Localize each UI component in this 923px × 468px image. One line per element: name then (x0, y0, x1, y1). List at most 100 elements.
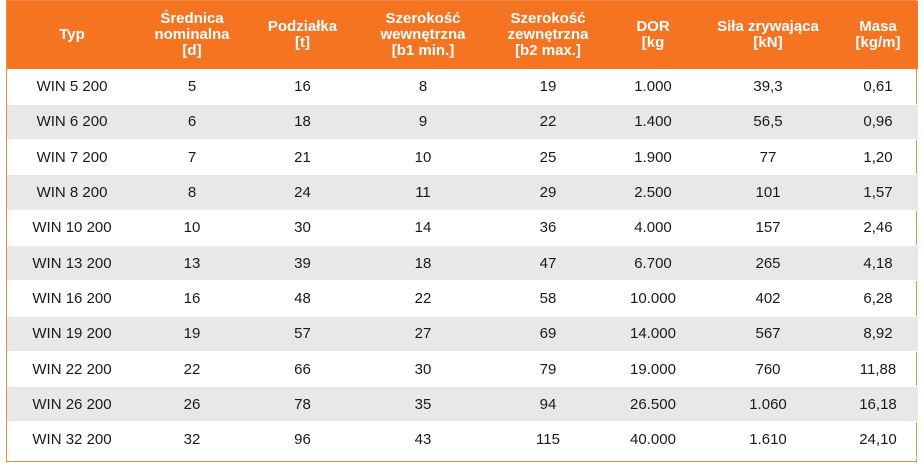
chain-spec-table: Typ Średnica nominalna [d] Podziałka [t]… (7, 1, 918, 458)
cell-mass: 24,10 (838, 421, 918, 458)
header-inner-width: Szerokość wewnętrzna [b1 min.] (358, 1, 488, 69)
cell-mass: 8,92 (838, 316, 918, 352)
cell-type: WIN 16 200 (7, 280, 137, 317)
cell-mass: 16,18 (838, 386, 918, 423)
cell-breaking-force: 101 (698, 174, 838, 211)
cell-nominal-diameter: 6 (137, 104, 247, 141)
header-wll: DOR [kg (608, 1, 698, 69)
cell-breaking-force: 760 (698, 351, 838, 388)
cell-type: WIN 22 200 (7, 351, 137, 388)
table-body: WIN 5 200 5 16 8 19 1.000 39,3 0,61 WIN 6 200 6 18… (7, 69, 918, 458)
cell-pitch: 39 (247, 245, 358, 282)
header-outer-width: Szerokość zewnętrzna [b2 max.] (488, 1, 608, 69)
table-row: WIN 32 200 32 96 43 115 40.000 1.610 24,10 (7, 421, 918, 458)
table-row: WIN 16 200 16 48 22 58 10.000 402 6,28 (7, 280, 918, 317)
cell-wll: 1.900 (608, 139, 698, 176)
cell-wll: 10.000 (608, 280, 698, 317)
cell-inner-width: 14 (358, 210, 488, 246)
cell-nominal-diameter: 10 (137, 210, 247, 246)
cell-type: WIN 26 200 (7, 386, 137, 423)
cell-inner-width: 30 (358, 351, 488, 388)
cell-mass: 6,28 (838, 280, 918, 317)
cell-type: WIN 10 200 (7, 210, 137, 246)
table-row: WIN 8 200 8 24 11 29 2.500 101 1,57 (7, 174, 918, 211)
cell-nominal-diameter: 8 (137, 174, 247, 211)
header-breaking-force: Siła zrywająca [kN] (698, 1, 838, 69)
cell-outer-width: 22 (488, 104, 608, 141)
cell-outer-width: 58 (488, 280, 608, 317)
cell-type: WIN 7 200 (7, 139, 137, 176)
cell-pitch: 21 (247, 139, 358, 176)
cell-inner-width: 35 (358, 386, 488, 423)
header-nominal-diameter: Średnica nominalna [d] (137, 1, 247, 69)
cell-wll: 4.000 (608, 210, 698, 246)
table-row: WIN 13 200 13 39 18 47 6.700 265 4,18 (7, 245, 918, 282)
cell-outer-width: 36 (488, 210, 608, 246)
cell-breaking-force: 1.060 (698, 386, 838, 423)
cell-inner-width: 18 (358, 245, 488, 282)
cell-breaking-force: 39,3 (698, 69, 838, 105)
table-row: WIN 10 200 10 30 14 36 4.000 157 2,46 (7, 210, 918, 246)
cell-type: WIN 13 200 (7, 245, 137, 282)
cell-wll: 14.000 (608, 316, 698, 352)
cell-inner-width: 43 (358, 421, 488, 458)
cell-inner-width: 11 (358, 174, 488, 211)
table-row: WIN 6 200 6 18 9 22 1.400 56,5 0,96 (7, 104, 918, 141)
cell-pitch: 66 (247, 351, 358, 388)
cell-pitch: 30 (247, 210, 358, 246)
cell-wll: 6.700 (608, 245, 698, 282)
cell-mass: 1,57 (838, 174, 918, 211)
cell-breaking-force: 1.610 (698, 421, 838, 458)
cell-mass: 0,61 (838, 69, 918, 105)
cell-wll: 26.500 (608, 386, 698, 423)
cell-breaking-force: 265 (698, 245, 838, 282)
cell-nominal-diameter: 26 (137, 386, 247, 423)
cell-mass: 2,46 (838, 210, 918, 246)
table-row: WIN 5 200 5 16 8 19 1.000 39,3 0,61 (7, 69, 918, 105)
cell-mass: 11,88 (838, 351, 918, 388)
cell-inner-width: 27 (358, 316, 488, 352)
cell-pitch: 96 (247, 421, 358, 458)
cell-type: WIN 32 200 (7, 421, 137, 458)
cell-wll: 1.400 (608, 104, 698, 141)
table-row: WIN 22 200 22 66 30 79 19.000 760 11,88 (7, 351, 918, 388)
cell-pitch: 48 (247, 280, 358, 317)
cell-inner-width: 9 (358, 104, 488, 141)
cell-wll: 2.500 (608, 174, 698, 211)
cell-mass: 1,20 (838, 139, 918, 176)
cell-nominal-diameter: 19 (137, 316, 247, 352)
cell-nominal-diameter: 7 (137, 139, 247, 176)
cell-nominal-diameter: 32 (137, 421, 247, 458)
cell-inner-width: 8 (358, 69, 488, 105)
cell-pitch: 18 (247, 104, 358, 141)
table-row: WIN 26 200 26 78 35 94 26.500 1.060 16,18 (7, 386, 918, 423)
cell-type: WIN 5 200 (7, 69, 137, 105)
cell-pitch: 78 (247, 386, 358, 423)
cell-wll: 40.000 (608, 421, 698, 458)
header-type: Typ (7, 1, 137, 69)
cell-type: WIN 19 200 (7, 316, 137, 352)
cell-pitch: 57 (247, 316, 358, 352)
cell-pitch: 16 (247, 69, 358, 105)
header-mass: Masa [kg/m] (838, 1, 918, 69)
cell-breaking-force: 157 (698, 210, 838, 246)
cell-wll: 19.000 (608, 351, 698, 388)
cell-type: WIN 8 200 (7, 174, 137, 211)
cell-outer-width: 69 (488, 316, 608, 352)
cell-mass: 4,18 (838, 245, 918, 282)
cell-nominal-diameter: 16 (137, 280, 247, 317)
cell-nominal-diameter: 22 (137, 351, 247, 388)
header-row: Typ Średnica nominalna [d] Podziałka [t]… (7, 1, 918, 69)
cell-wll: 1.000 (608, 69, 698, 105)
cell-pitch: 24 (247, 174, 358, 211)
table-row: WIN 7 200 7 21 10 25 1.900 77 1,20 (7, 139, 918, 176)
cell-outer-width: 19 (488, 69, 608, 105)
header-pitch: Podziałka [t] (247, 1, 358, 69)
cell-type: WIN 6 200 (7, 104, 137, 141)
cell-mass: 0,96 (838, 104, 918, 141)
cell-outer-width: 94 (488, 386, 608, 423)
cell-outer-width: 25 (488, 139, 608, 176)
cell-outer-width: 47 (488, 245, 608, 282)
table-row: WIN 19 200 19 57 27 69 14.000 567 8,92 (7, 316, 918, 352)
cell-nominal-diameter: 5 (137, 69, 247, 105)
